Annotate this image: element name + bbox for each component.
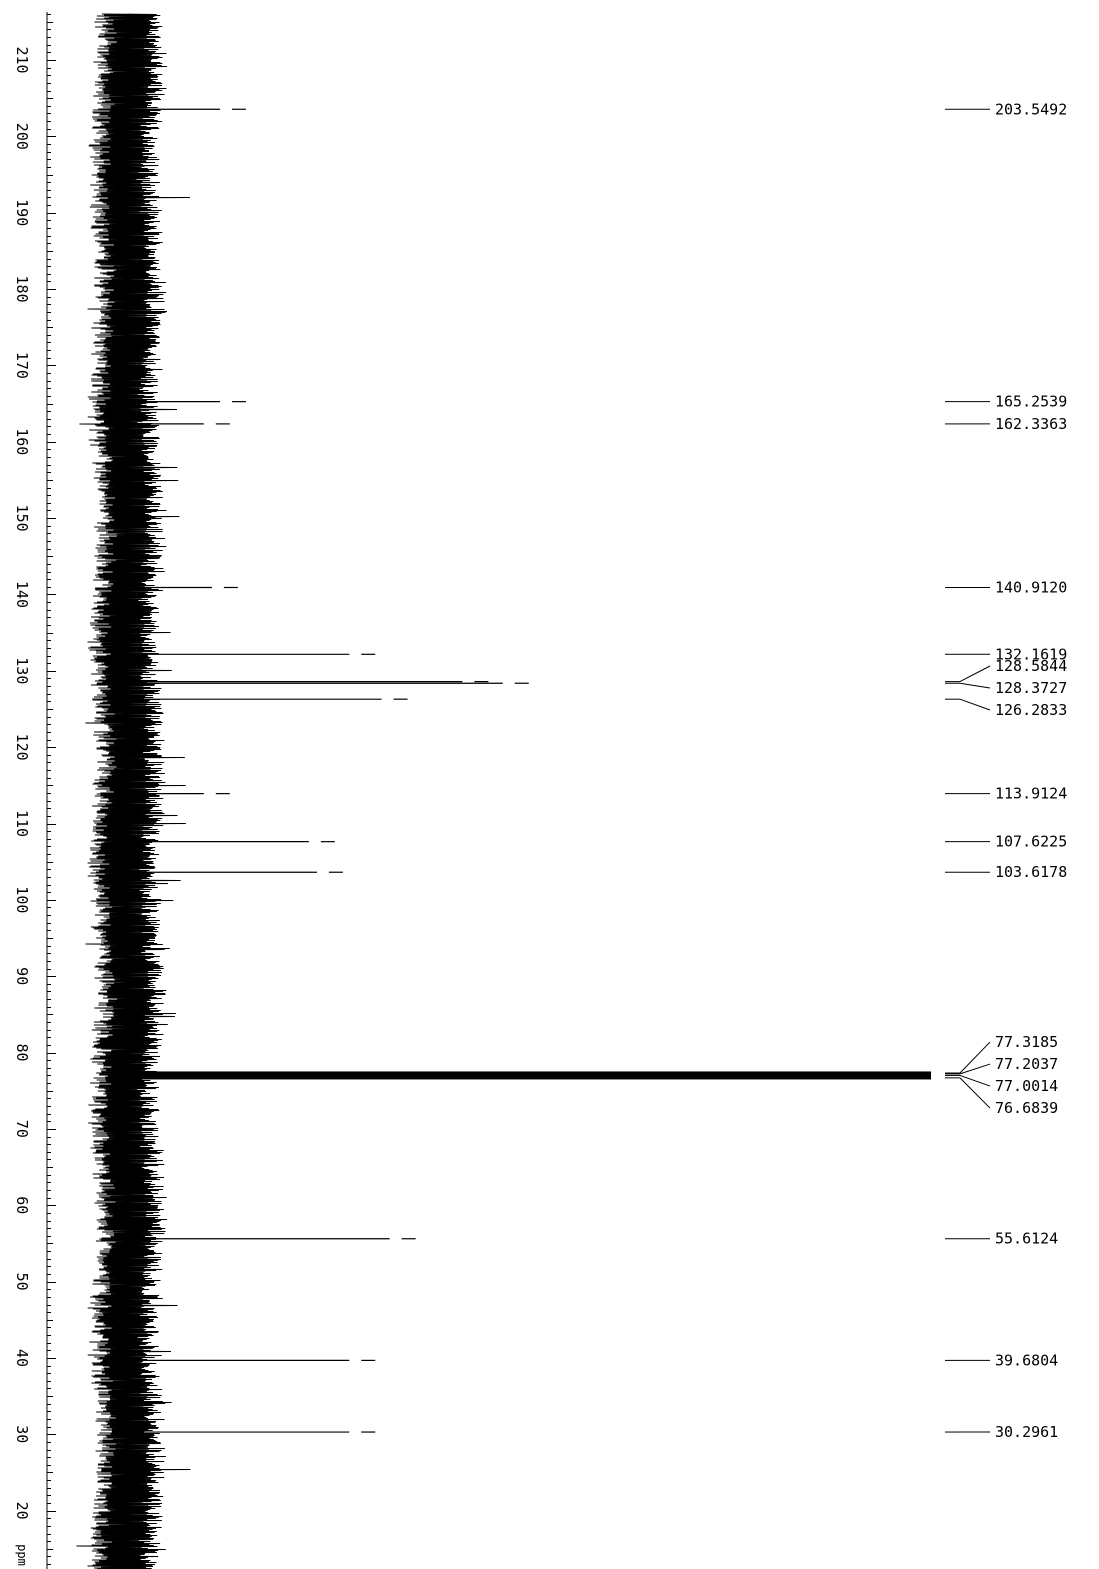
peak-label: 140.9120 xyxy=(995,578,1067,596)
peak-label: 126.2833 xyxy=(995,701,1067,719)
axis-tick-label: 180 xyxy=(13,276,31,303)
peak-label-leader xyxy=(959,698,991,711)
axis-tick-label: 200 xyxy=(13,123,31,150)
axis-tick-label: 60 xyxy=(13,1196,31,1214)
peak-label: 55.6124 xyxy=(995,1230,1058,1248)
peak-label-leader xyxy=(959,1074,991,1087)
peak-label: 76.6839 xyxy=(995,1099,1058,1117)
axis-tick-label: 80 xyxy=(13,1044,31,1062)
peak-label: 203.5492 xyxy=(995,100,1067,118)
ppm-axis: 210 200 190 180 170 160 150 140 130 120 110 100 90 80… xyxy=(13,12,56,1569)
axis-tick-label: 210 xyxy=(13,46,31,73)
peak-label: 162.3363 xyxy=(995,415,1067,433)
axis-tick-label: 30 xyxy=(13,1425,31,1443)
axis-tick-label: 170 xyxy=(13,352,31,379)
peak-label-leader xyxy=(959,1063,991,1075)
noise-trace xyxy=(76,13,191,1569)
baseline-noise xyxy=(76,13,191,1569)
axis-tick-label: 90 xyxy=(13,967,31,985)
axis-tick-label: 50 xyxy=(13,1273,31,1291)
peak-label: 30.2961 xyxy=(995,1423,1058,1441)
axis-tick-label: 130 xyxy=(13,657,31,684)
peak-label: 77.0014 xyxy=(995,1077,1058,1095)
peak-label: 165.2539 xyxy=(995,393,1067,411)
axis-tick-label: 190 xyxy=(13,199,31,226)
axis-tick-label: 100 xyxy=(13,886,31,913)
peak-label: 39.6804 xyxy=(995,1351,1058,1369)
peak-label: 103.6178 xyxy=(995,863,1067,881)
peak-label: 77.2037 xyxy=(995,1055,1058,1073)
peak-series xyxy=(123,108,931,1433)
axis-tick-label: 70 xyxy=(13,1120,31,1138)
axis-unit-label: ppm xyxy=(15,1544,29,1566)
axis-tick-label: 120 xyxy=(13,734,31,761)
peak-label: 132.1619 xyxy=(995,645,1067,663)
peak-label: 77.3185 xyxy=(995,1033,1058,1051)
peak-label: 128.5844 xyxy=(995,657,1067,675)
peak-label: 107.6225 xyxy=(995,833,1067,851)
peak-label: 128.3727 xyxy=(995,679,1067,697)
axis-tick-label: 140 xyxy=(13,581,31,608)
peak-label-leader xyxy=(959,682,991,689)
axis-tick-label: 150 xyxy=(13,505,31,532)
axis-tick-label: 20 xyxy=(13,1502,31,1520)
peak-label-leader xyxy=(959,1041,991,1074)
peak-label-leader xyxy=(959,1077,991,1109)
peak-label-group: 203.5492 165.2539 162.3363 140.9120 132.1619… xyxy=(945,100,1067,1441)
peak-label-leader xyxy=(959,665,991,683)
axis-tick-label: 160 xyxy=(13,428,31,455)
axis-tick-label: 40 xyxy=(13,1349,31,1367)
axis-tick-label: 110 xyxy=(13,810,31,837)
peak-label: 113.9124 xyxy=(995,785,1067,803)
peak-line xyxy=(123,1071,931,1080)
